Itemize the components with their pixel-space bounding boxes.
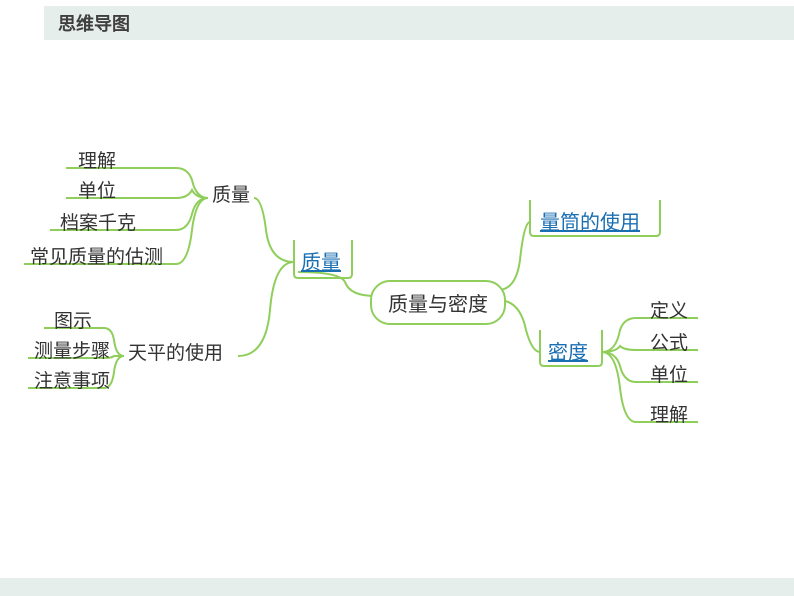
node-mass-sub: 质量 (212, 180, 250, 207)
central-label: 质量与密度 (388, 294, 488, 316)
leaf-understand: 理解 (78, 146, 116, 173)
leaf-unit2: 单位 (650, 360, 688, 387)
node-mass-main[interactable]: 质量 (301, 246, 341, 275)
central-node: 质量与密度 (370, 280, 506, 325)
footer-bar (0, 578, 794, 596)
node-density[interactable]: 密度 (548, 336, 588, 365)
leaf-kilogram: 档案千克 (60, 208, 136, 235)
leaf-steps: 测量步骤 (34, 336, 110, 363)
leaf-diagram: 图示 (54, 306, 92, 333)
leaf-formula: 公式 (650, 328, 688, 355)
leaf-definition: 定义 (650, 296, 688, 323)
node-cylinder[interactable]: 量筒的使用 (540, 206, 640, 235)
node-balance: 天平的使用 (128, 338, 223, 365)
leaf-notes: 注意事项 (34, 366, 110, 393)
leaf-unit: 单位 (78, 176, 116, 203)
leaf-estimate: 常见质量的估测 (30, 242, 163, 269)
leaf-understand2: 理解 (650, 400, 688, 427)
